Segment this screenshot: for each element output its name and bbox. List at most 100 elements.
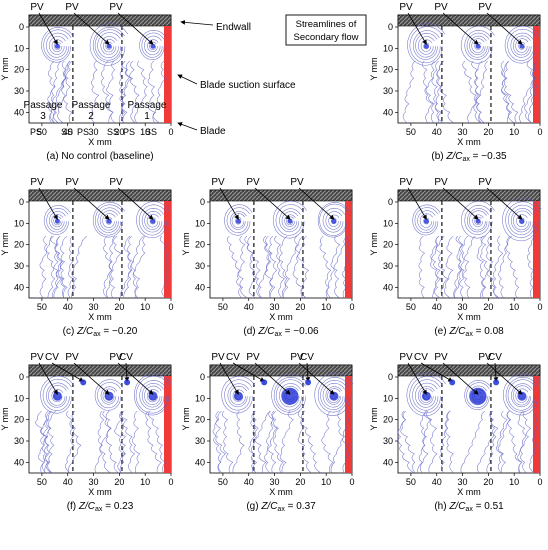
- flow-streamline: [519, 60, 536, 124]
- y-tick-label: 40: [383, 282, 393, 292]
- vortex-streamline: [224, 204, 253, 236]
- x-tick-label: 40: [244, 302, 254, 312]
- vortex-streamline: [504, 25, 539, 64]
- flow-streamline: [121, 60, 132, 124]
- vortex-streamline: [224, 379, 253, 411]
- vortex-streamline: [97, 207, 121, 233]
- x-tick-label: 0: [537, 127, 542, 137]
- vortex-streamline: [89, 23, 129, 66]
- flow-streamline: [119, 60, 126, 124]
- flow-streamline: [425, 60, 435, 124]
- flow-streamline: [492, 235, 504, 299]
- flow-streamline: [402, 60, 416, 124]
- x-tick-label: 20: [295, 302, 305, 312]
- y-tick-label: 30: [195, 261, 205, 271]
- x-tick-label: 50: [37, 127, 47, 137]
- y-tick-label: 30: [14, 86, 24, 96]
- legend-box: [285, 14, 367, 46]
- pv-label: PV: [30, 177, 44, 188]
- vortex-streamline: [103, 39, 115, 53]
- vortex-streamline: [320, 379, 348, 411]
- endwall-band: [28, 364, 172, 377]
- flow-streamline: [94, 410, 105, 474]
- plot-frame: [28, 189, 172, 299]
- x-tick-label: 30: [89, 127, 99, 137]
- vortex-core: [423, 218, 429, 224]
- pv-arrow: [298, 187, 335, 220]
- vortex-streamline: [464, 379, 492, 410]
- x-tick-label: 10: [140, 127, 150, 137]
- pv-arrow: [442, 187, 479, 220]
- x-tick-label: 10: [509, 477, 519, 487]
- cv-label: CV: [119, 352, 133, 363]
- y-tick-label: 20: [383, 65, 393, 75]
- vortex-streamline: [420, 39, 432, 52]
- cv-label: CV: [45, 352, 59, 363]
- flow-streamline: [37, 410, 56, 474]
- ps-ss-label: SS: [107, 127, 119, 137]
- panel-d: PV PV PV 50 40 30 20 10 0 0 10 20 30 40 X mm Y mm (d) Z/…: [181, 177, 355, 338]
- pv-arrow: [407, 362, 427, 395]
- flow-streamline: [252, 410, 267, 474]
- vortex-streamline: [327, 388, 341, 403]
- vortex-streamline: [48, 36, 66, 55]
- flow-streamline: [319, 235, 332, 299]
- flow-streamline: [454, 235, 470, 299]
- flow-streamline: [43, 235, 62, 299]
- y-tick-label: 20: [195, 240, 205, 250]
- flow-streamline: [321, 410, 334, 474]
- vortex-core: [235, 218, 241, 224]
- flow-streamline: [40, 410, 52, 474]
- panel-caption: (f) Z/Cax = 0.23: [67, 501, 134, 513]
- vortex-streamline: [97, 32, 121, 59]
- flow-streamline: [67, 235, 74, 299]
- vortex-streamline: [231, 213, 245, 228]
- vortex-streamline: [466, 382, 490, 408]
- pv-label: PV: [246, 177, 260, 188]
- plot-frame: [397, 14, 541, 124]
- passage-number: 2: [88, 111, 94, 122]
- vortex-streamline: [510, 208, 533, 233]
- x-tick-label: 20: [483, 302, 493, 312]
- vortex-core: [469, 387, 487, 405]
- pv-label: PV: [478, 2, 492, 13]
- vortex-streamline: [417, 386, 435, 405]
- flow-streamline: [61, 60, 73, 124]
- pv-arrow: [73, 362, 110, 395]
- vortex-core: [52, 391, 62, 401]
- x-tick-label: 50: [406, 302, 416, 312]
- vortex-core: [519, 43, 525, 49]
- vortex-streamline: [464, 205, 492, 235]
- plot-frame: [209, 364, 353, 474]
- vortex-streamline: [232, 389, 244, 402]
- x-tick-label: 0: [537, 302, 542, 312]
- flow-streamline: [145, 410, 162, 474]
- pv-arrow: [117, 187, 154, 220]
- pv-arrow: [407, 187, 427, 220]
- flow-streamline: [212, 410, 226, 474]
- flow-streamline: [419, 410, 429, 474]
- endwall-band: [397, 189, 541, 202]
- x-tick-label: 10: [140, 302, 150, 312]
- x-tick-label: 40: [432, 302, 442, 312]
- vortex-streamline: [279, 208, 301, 233]
- vortex-streamline: [466, 32, 490, 58]
- vortex-streamline: [146, 389, 159, 403]
- flow-streamline: [421, 60, 434, 124]
- vortex-streamline: [48, 385, 67, 406]
- vortex-streamline: [409, 26, 443, 64]
- x-tick-label: 10: [509, 302, 519, 312]
- pv-label: PV: [109, 177, 123, 188]
- pv-arrow: [442, 362, 479, 395]
- x-tick-label: 0: [168, 302, 173, 312]
- vortex-streamline: [516, 214, 528, 228]
- flow-streamline: [277, 235, 288, 299]
- vortex-streamline: [147, 39, 159, 52]
- y-tick-label: 0: [19, 372, 24, 382]
- y-tick-label: 20: [383, 415, 393, 425]
- vortex-core: [106, 43, 112, 49]
- y-tick-label: 40: [195, 282, 205, 292]
- x-tick-label: 30: [270, 302, 280, 312]
- x-tick-label: 30: [458, 477, 468, 487]
